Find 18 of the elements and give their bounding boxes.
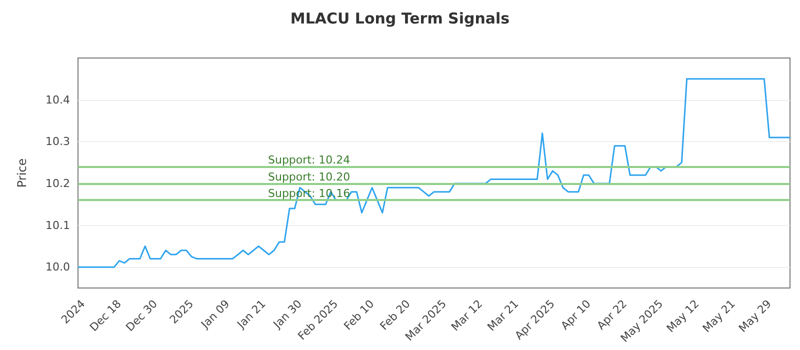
chart-title: MLACU Long Term Signals	[290, 10, 510, 28]
x-tick-label: Feb 10	[341, 297, 377, 333]
y-axis-title: Price	[15, 158, 29, 188]
y-tick-label: 10.2	[46, 176, 70, 190]
x-tick-label: Dec 18	[87, 297, 124, 334]
y-tick-label: 10.0	[46, 260, 70, 274]
line-series	[77, 78, 791, 268]
x-tick-label: Jan 09	[198, 297, 232, 332]
x-tick-label: Mar 12	[448, 297, 486, 334]
x-tick-label: Dec 30	[123, 297, 160, 334]
y-tick-label: 10.4	[46, 93, 70, 106]
x-tick-label: Jan 21	[234, 297, 268, 332]
ref-line-label: Support: 10.24	[268, 154, 350, 167]
y-tick-label: 10.1	[46, 218, 70, 232]
x-tick-label: Apr 10	[558, 297, 594, 332]
ref-line-label: Support: 10.20	[268, 170, 350, 184]
y-tick-label: 10.3	[46, 135, 70, 148]
x-tick-label: Jan 30	[270, 297, 304, 332]
